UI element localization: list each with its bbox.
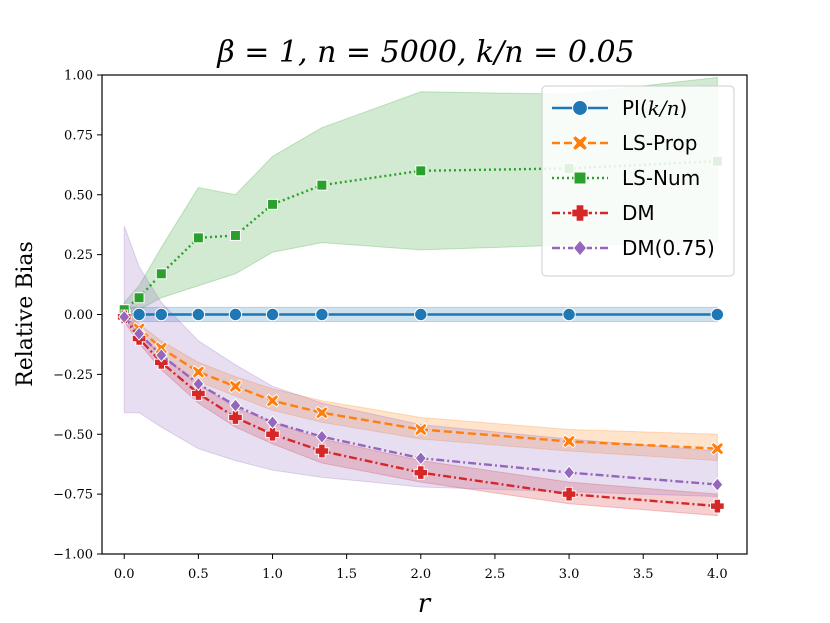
y-tick-label: 0.00 (64, 308, 93, 323)
y-axis-ticks: −1.00 −0.75 −0.50 −0.25 0.00 0.25 0.50 0.75 1.00 (53, 69, 102, 563)
x-tick-label: 3.5 (633, 567, 654, 582)
legend-label: LS-Num (622, 166, 700, 190)
x-tick-label: 2.5 (485, 567, 506, 582)
y-tick-label: −0.50 (53, 428, 93, 443)
x-tick-label: 4.0 (707, 567, 728, 582)
dm-0-75-point (155, 347, 168, 363)
ls-num-point (229, 229, 241, 241)
legend-item-ls-num: LS-Num (552, 166, 700, 190)
legend-marker (571, 204, 589, 222)
dm-0-75-line (123, 316, 718, 486)
x-tick-label: 0.5 (188, 567, 209, 582)
dm-0-75-point (118, 309, 131, 325)
y-tick-label: −1.00 (53, 548, 93, 563)
pi-k-n-point (265, 307, 280, 322)
ls-num-line (123, 160, 718, 311)
y-tick-label: 1.00 (64, 69, 93, 84)
ls-prop-line (123, 313, 718, 450)
pi-k-n-point (315, 307, 329, 322)
x-tick-label: 1.0 (262, 567, 283, 582)
legend-label: DM (622, 201, 655, 225)
dm-0-75-point (414, 450, 427, 466)
legend-item-ls-prop: LS-Prop (552, 131, 697, 155)
y-tick-label: −0.75 (53, 488, 93, 503)
legend-box (541, 85, 735, 277)
pi-k-n-point (562, 307, 576, 322)
ls-prop-point (562, 434, 576, 449)
x-tick-label: 1.5 (336, 567, 357, 582)
pi-k-n-point (414, 307, 428, 322)
dm-0-75-point (132, 326, 146, 341)
dm-point (191, 386, 206, 401)
dm-0-75-point (229, 398, 242, 413)
ls-num-point (267, 198, 279, 210)
dm-0-75-point (562, 465, 576, 480)
legend-marker (573, 171, 587, 185)
pi-k-n-point (228, 307, 243, 322)
ls-prop-point (413, 422, 428, 437)
legend-marker (572, 239, 588, 257)
dm-point (710, 498, 725, 514)
ls-num-point (133, 292, 145, 304)
pi-k-n-point (191, 307, 206, 322)
dm-line (123, 316, 718, 508)
legend-label: PI(k/n) (622, 96, 687, 120)
pi-k-n-point (154, 307, 169, 322)
ls-num-point (192, 232, 204, 244)
legend-marker (571, 134, 589, 152)
y-tick-label: 0.50 (64, 188, 93, 203)
legend-label: DM(0.75) (622, 236, 715, 260)
dm-0-75-point (711, 477, 724, 492)
ls-num-point (316, 179, 328, 191)
dm-0-75-point (315, 429, 329, 444)
x-tick-label: 3.0 (559, 567, 580, 582)
x-axis-label: r (418, 589, 432, 619)
dm-0-75-point (192, 376, 205, 392)
legend-marker (572, 100, 588, 116)
legend-item-pi-k-n: PI(k/n) (552, 96, 687, 120)
x-tick-label: 0.0 (114, 567, 135, 582)
y-tick-label: 0.75 (64, 128, 93, 143)
x-tick-label: 2.0 (410, 567, 431, 582)
legend-item-dm-0-75: DM(0.75) (552, 236, 715, 260)
dm-point (413, 465, 429, 480)
ls-prop-point (315, 405, 329, 420)
pi-k-n-point (132, 307, 146, 322)
dm-point (561, 486, 577, 502)
ls-prop-point (228, 379, 243, 394)
legend: PI(k/n) LS-Prop LS-Num DM DM(0.75) (541, 85, 735, 277)
dm-0-75-point (266, 415, 279, 430)
ls-num-point (415, 165, 427, 177)
x-axis-ticks: 0.0 0.5 1.0 1.5 2.0 2.5 3.0 3.5 4.0 (114, 554, 728, 582)
pi-k-n-point (710, 307, 725, 322)
legend-label: LS-Prop (622, 131, 697, 155)
ls-prop-point (265, 393, 280, 408)
y-tick-label: 0.25 (64, 248, 93, 263)
legend-item-dm: DM (552, 201, 655, 225)
chart-title: β = 1, n = 5000, k/n = 0.05 (216, 35, 634, 70)
y-axis-label: Relative Bias (13, 241, 38, 387)
ls-prop-point (710, 441, 725, 456)
dm-point (228, 410, 243, 425)
ls-prop-point (191, 365, 206, 379)
dm-0-75-series (118, 309, 724, 492)
ls-num-point (155, 268, 167, 280)
y-tick-label: −0.25 (53, 368, 93, 383)
dm-point (314, 443, 330, 459)
dm-point (265, 427, 280, 442)
